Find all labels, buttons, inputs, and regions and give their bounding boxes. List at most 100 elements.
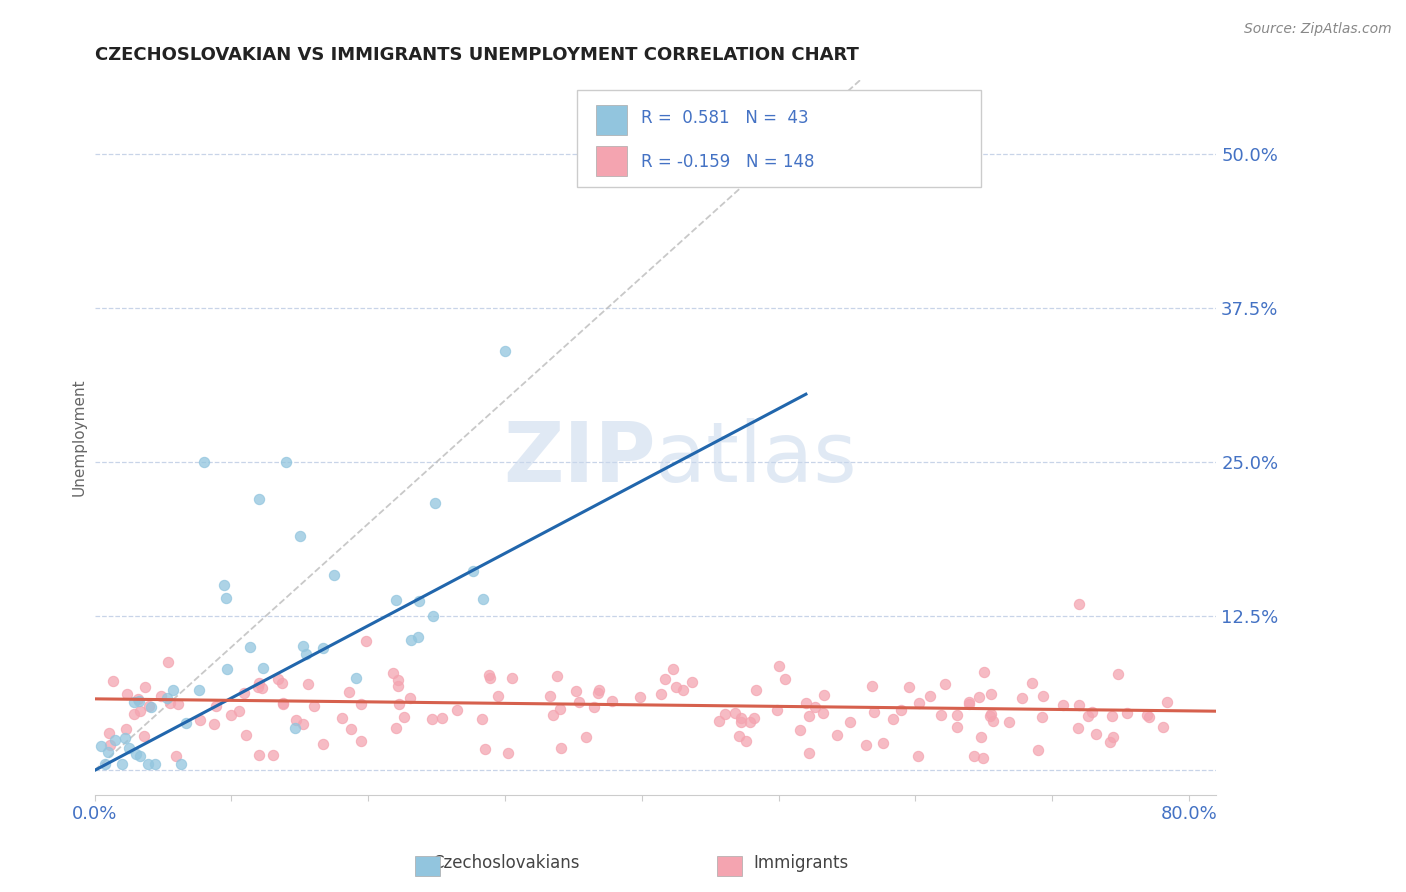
Point xyxy=(541,707,564,722)
Text: ZIP: ZIP xyxy=(503,418,655,500)
Point xyxy=(165,749,187,764)
Point xyxy=(907,696,929,710)
Point xyxy=(707,714,730,729)
Point xyxy=(104,732,127,747)
Point xyxy=(330,710,353,724)
Point xyxy=(1085,727,1108,741)
Point xyxy=(501,671,523,685)
Point xyxy=(957,697,980,711)
Point xyxy=(564,684,586,698)
Point xyxy=(392,710,415,724)
Point xyxy=(187,682,209,697)
Point xyxy=(980,707,1002,722)
Point xyxy=(446,702,468,716)
Point xyxy=(284,722,307,736)
Point xyxy=(463,564,485,578)
Point xyxy=(813,688,835,702)
Point xyxy=(1021,676,1043,690)
Point xyxy=(262,748,284,763)
Point xyxy=(312,737,335,751)
Point xyxy=(239,640,262,655)
Point xyxy=(742,711,765,725)
Point xyxy=(979,709,1001,723)
Point xyxy=(1116,706,1139,721)
Point xyxy=(425,496,447,510)
Point xyxy=(292,716,315,731)
Point xyxy=(385,722,408,736)
Point xyxy=(212,577,235,591)
Point xyxy=(271,675,294,690)
Point xyxy=(111,757,134,772)
Point xyxy=(600,694,623,708)
Point xyxy=(471,712,494,726)
Point xyxy=(387,673,409,687)
Point xyxy=(628,690,651,704)
Point xyxy=(980,687,1002,701)
Bar xyxy=(596,146,627,177)
Point xyxy=(681,674,703,689)
Text: R =  0.581   N =  43: R = 0.581 N = 43 xyxy=(641,110,808,128)
Point xyxy=(295,647,318,661)
Point xyxy=(169,757,191,772)
Point xyxy=(665,680,688,694)
Point xyxy=(972,751,994,765)
Point xyxy=(340,723,363,737)
Point xyxy=(768,658,790,673)
Point xyxy=(672,682,695,697)
Point xyxy=(586,686,609,700)
Point xyxy=(323,568,346,582)
Point xyxy=(228,704,250,718)
Point xyxy=(162,683,184,698)
Point xyxy=(897,680,920,694)
Point xyxy=(90,739,112,753)
Point xyxy=(478,668,501,682)
Point xyxy=(247,676,270,690)
Point xyxy=(408,594,430,608)
Point xyxy=(650,687,672,701)
Point xyxy=(1069,698,1091,712)
Point xyxy=(714,706,737,721)
Point xyxy=(232,686,254,700)
Point xyxy=(1101,730,1123,744)
Point xyxy=(471,591,494,606)
Point xyxy=(252,661,274,675)
Point xyxy=(98,738,121,752)
Point xyxy=(132,729,155,743)
Point xyxy=(134,680,156,694)
Point xyxy=(247,491,270,506)
Point xyxy=(118,741,141,756)
Point xyxy=(202,716,225,731)
Point xyxy=(582,700,605,714)
Point xyxy=(730,711,752,725)
Point xyxy=(1031,710,1053,724)
Point xyxy=(946,708,969,723)
Point xyxy=(548,702,571,716)
Point xyxy=(983,714,1005,728)
Point xyxy=(115,688,138,702)
Point xyxy=(250,681,273,695)
Point xyxy=(973,665,995,679)
Text: Czechoslovakians: Czechoslovakians xyxy=(433,855,579,872)
Point xyxy=(273,697,295,711)
Point xyxy=(998,715,1021,730)
Point xyxy=(128,704,150,718)
Point xyxy=(205,698,228,713)
Point xyxy=(738,714,761,729)
Point xyxy=(101,674,124,689)
Point xyxy=(797,746,820,760)
Text: R = -0.159   N = 148: R = -0.159 N = 148 xyxy=(641,153,814,171)
Point xyxy=(872,736,894,750)
Point xyxy=(217,662,239,676)
Point xyxy=(1067,721,1090,735)
Point xyxy=(176,715,198,730)
Point xyxy=(143,757,166,772)
Point xyxy=(486,689,509,703)
Point xyxy=(860,679,883,693)
Point xyxy=(934,677,956,691)
Point xyxy=(745,683,768,698)
Point xyxy=(799,708,821,723)
Point xyxy=(167,697,190,711)
Point xyxy=(931,707,953,722)
Point xyxy=(114,731,136,746)
Point xyxy=(734,734,756,748)
